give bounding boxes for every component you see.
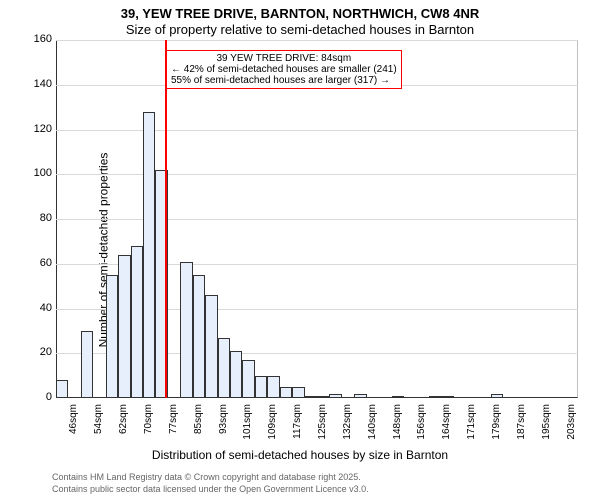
x-tick-label: 70sqm: [143, 404, 154, 434]
y-tick-label: 160: [22, 33, 52, 45]
gridline: [56, 130, 578, 131]
y-tick-label: 40: [22, 302, 52, 314]
callout-line-larger: 55% of semi-detached houses are larger (…: [171, 75, 397, 86]
histogram-bar: [180, 262, 192, 398]
x-tick-label: 171sqm: [466, 404, 477, 440]
x-tick-label: 109sqm: [267, 404, 278, 440]
histogram-bar: [118, 255, 130, 398]
x-tick-label: 187sqm: [516, 404, 527, 440]
histogram-bar: [292, 387, 304, 398]
histogram-bar: [56, 380, 68, 398]
y-tick-label: 100: [22, 167, 52, 179]
title-subtitle: Size of property relative to semi-detach…: [0, 22, 600, 37]
histogram-bar: [106, 275, 118, 398]
x-tick-label: 54sqm: [93, 404, 104, 434]
y-tick-label: 120: [22, 123, 52, 135]
x-tick-label: 62sqm: [118, 404, 129, 434]
x-tick-label: 132sqm: [342, 404, 353, 440]
x-tick-label: 85sqm: [193, 404, 204, 434]
x-tick-label: 164sqm: [441, 404, 452, 440]
x-tick-label: 148sqm: [392, 404, 403, 440]
y-tick-label: 20: [22, 346, 52, 358]
histogram-bar: [491, 394, 503, 398]
chart-container: 39, YEW TREE DRIVE, BARNTON, NORTHWICH, …: [0, 0, 600, 500]
histogram-bar: [305, 396, 317, 398]
x-tick-label: 101sqm: [242, 404, 253, 440]
histogram-bar: [441, 396, 453, 398]
y-tick-label: 140: [22, 78, 52, 90]
histogram-bar: [81, 331, 93, 398]
histogram-bar: [317, 396, 329, 398]
x-tick-label: 179sqm: [491, 404, 502, 440]
x-tick-label: 46sqm: [68, 404, 79, 434]
histogram-bar: [131, 246, 143, 398]
histogram-bar: [280, 387, 292, 398]
histogram-bar: [230, 351, 242, 398]
callout-box: 39 YEW TREE DRIVE: 84sqm ← 42% of semi-d…: [166, 50, 402, 89]
x-tick-label: 117sqm: [292, 404, 303, 439]
y-tick-label: 60: [22, 257, 52, 269]
histogram-bar: [255, 376, 267, 398]
y-tick-label: 80: [22, 212, 52, 224]
histogram-bar: [205, 295, 217, 398]
title-address: 39, YEW TREE DRIVE, BARNTON, NORTHWICH, …: [0, 6, 600, 21]
histogram-bar: [392, 396, 404, 398]
x-tick-label: 203sqm: [566, 404, 577, 440]
histogram-bar: [193, 275, 205, 398]
footnote-ogl: Contains public sector data licensed und…: [52, 484, 369, 494]
histogram-bar: [143, 112, 155, 398]
histogram-bar: [218, 338, 230, 398]
gridline: [56, 174, 578, 175]
x-tick-label: 156sqm: [416, 404, 427, 440]
histogram-bar: [429, 396, 441, 398]
x-axis-label: Distribution of semi-detached houses by …: [0, 448, 600, 462]
x-tick-label: 140sqm: [367, 404, 378, 440]
x-tick-label: 125sqm: [317, 404, 328, 440]
callout-line-smaller: ← 42% of semi-detached houses are smalle…: [171, 64, 397, 75]
plot-area: [56, 40, 578, 398]
gridline: [56, 219, 578, 220]
x-tick-label: 195sqm: [541, 404, 552, 440]
footnote-land-registry: Contains HM Land Registry data © Crown c…: [52, 472, 361, 482]
y-tick-label: 0: [22, 391, 52, 403]
histogram-bar: [329, 394, 341, 398]
x-tick-label: 93sqm: [218, 404, 229, 434]
reference-line: [165, 40, 167, 398]
histogram-bar: [242, 360, 254, 398]
callout-line-property: 39 YEW TREE DRIVE: 84sqm: [171, 53, 397, 64]
x-tick-label: 77sqm: [168, 404, 179, 434]
histogram-bar: [354, 394, 366, 398]
histogram-bar: [267, 376, 279, 398]
gridline: [56, 40, 578, 41]
